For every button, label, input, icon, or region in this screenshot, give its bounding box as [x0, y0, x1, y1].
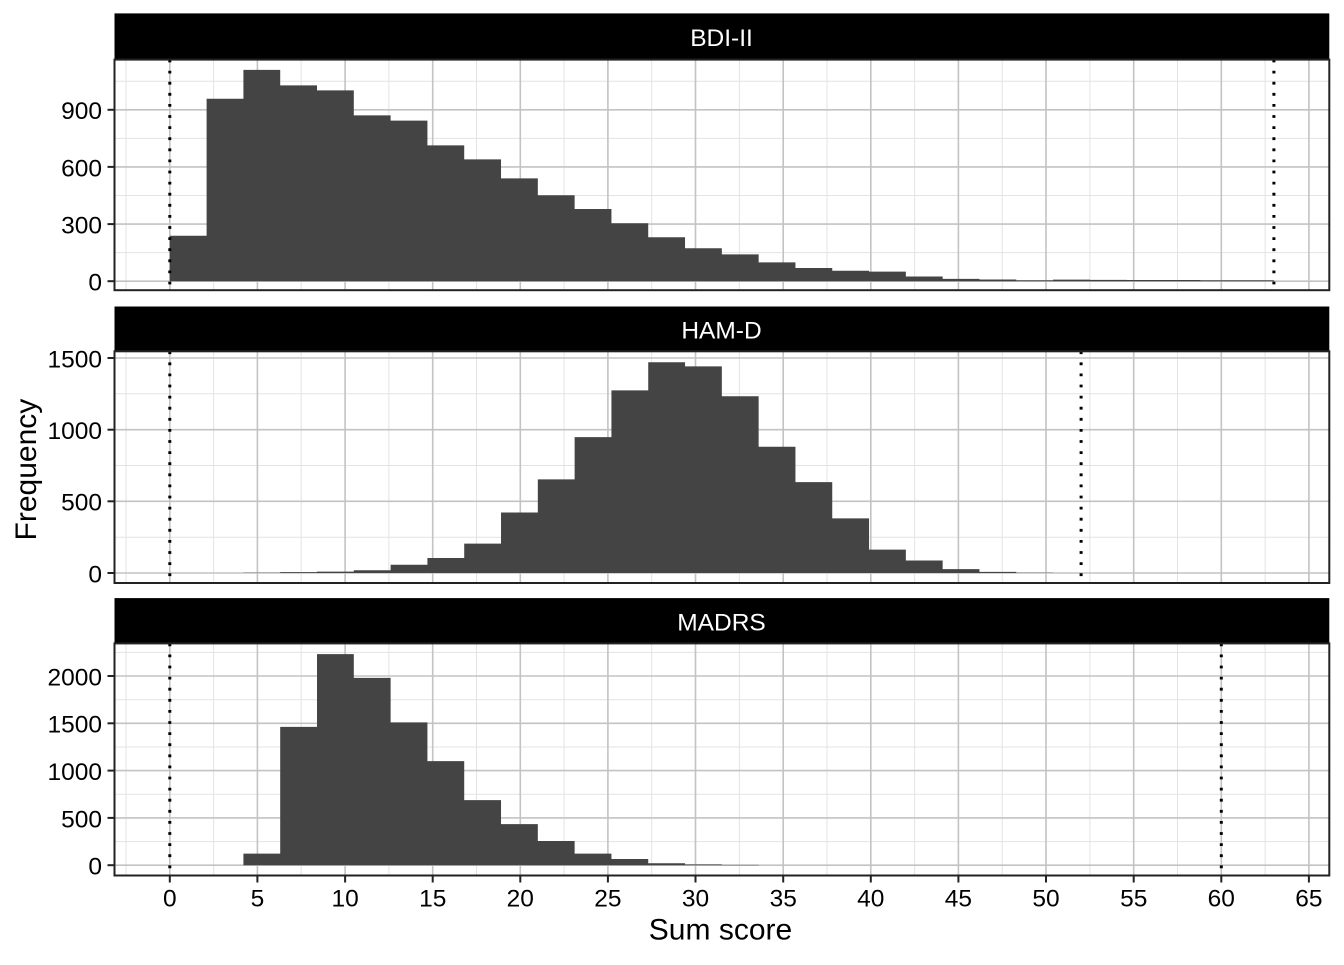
- svg-text:20: 20: [507, 886, 534, 913]
- svg-text:500: 500: [61, 490, 102, 517]
- svg-text:40: 40: [857, 886, 884, 913]
- svg-text:500: 500: [61, 806, 102, 833]
- svg-text:MADRS: MADRS: [677, 609, 765, 636]
- svg-text:45: 45: [945, 886, 972, 913]
- svg-text:300: 300: [61, 213, 102, 240]
- svg-text:25: 25: [594, 886, 621, 913]
- svg-text:0: 0: [88, 270, 102, 297]
- svg-text:1000: 1000: [47, 759, 102, 786]
- svg-text:Sum score: Sum score: [649, 913, 792, 946]
- svg-text:BDI-II: BDI-II: [690, 25, 753, 52]
- svg-text:30: 30: [682, 886, 709, 913]
- svg-text:600: 600: [61, 155, 102, 182]
- svg-text:15: 15: [419, 886, 446, 913]
- svg-text:0: 0: [163, 886, 177, 913]
- svg-text:60: 60: [1208, 886, 1235, 913]
- svg-text:55: 55: [1120, 886, 1147, 913]
- svg-text:1500: 1500: [47, 712, 102, 739]
- svg-text:0: 0: [88, 561, 102, 588]
- svg-text:10: 10: [331, 886, 358, 913]
- svg-text:HAM-D: HAM-D: [681, 318, 761, 345]
- svg-text:35: 35: [770, 886, 797, 913]
- svg-text:65: 65: [1295, 886, 1322, 913]
- svg-text:2000: 2000: [47, 664, 102, 691]
- svg-text:1000: 1000: [47, 418, 102, 445]
- svg-text:50: 50: [1032, 886, 1059, 913]
- svg-text:0: 0: [88, 854, 102, 881]
- svg-text:Frequency: Frequency: [10, 399, 43, 541]
- svg-text:900: 900: [61, 98, 102, 125]
- svg-text:1500: 1500: [47, 346, 102, 373]
- svg-text:5: 5: [251, 886, 265, 913]
